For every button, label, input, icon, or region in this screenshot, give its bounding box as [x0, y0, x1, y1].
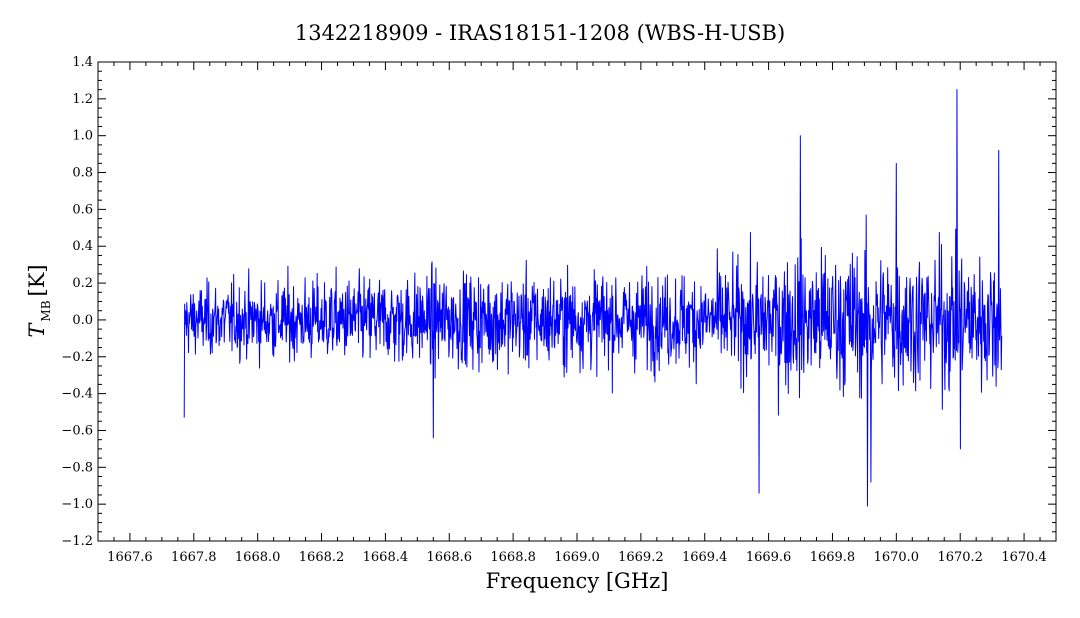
- chart-title: 1342218909 - IRAS18151-1208 (WBS-H-USB): [295, 21, 785, 45]
- y-axis-ticks: −1.2 −1.0 −0.8 −0.6 −0.4 −0.2 0.0 0.2 0.4 0.6 0.8 1…: [61, 55, 1056, 549]
- y-axis-label-sub: MB: [39, 300, 53, 321]
- x-tick-label: 1668.4: [363, 550, 409, 565]
- x-tick-label: 1670.4: [1001, 550, 1047, 565]
- x-tick-label: 1670.0: [874, 550, 920, 565]
- y-tick-label: 0.6: [72, 202, 93, 217]
- x-tick-label: 1668.0: [235, 550, 281, 565]
- x-tick-label: 1670.2: [937, 550, 983, 565]
- x-tick-label: 1669.8: [810, 550, 856, 565]
- series-group: [183, 89, 1003, 507]
- x-tick-label: 1667.8: [171, 550, 217, 565]
- x-tick-label: 1668.6: [427, 550, 473, 565]
- x-axis-ticks: 1667.6 1667.8 1668.0 1668.2 1668.4 1668.6 1668…: [107, 62, 1057, 565]
- x-tick-label: 1668.2: [299, 550, 345, 565]
- y-tick-label: −0.4: [61, 387, 93, 402]
- y-tick-label: 1.0: [72, 129, 93, 144]
- y-tick-label: −1.2: [61, 534, 93, 549]
- y-tick-label: 0.2: [72, 276, 93, 291]
- y-tick-label: −0.6: [61, 423, 93, 438]
- x-tick-label: 1669.4: [682, 550, 728, 565]
- y-tick-label: 0.0: [72, 313, 93, 328]
- y-tick-label: −1.0: [61, 497, 93, 512]
- y-tick-label: 1.4: [72, 55, 93, 70]
- spectrum-line: [183, 89, 1003, 507]
- y-tick-label: 0.4: [72, 239, 93, 254]
- y-tick-label: 0.8: [72, 166, 93, 181]
- x-tick-label: 1667.6: [107, 550, 153, 565]
- y-axis-label: TMB [K]: [25, 264, 53, 337]
- x-tick-label: 1668.8: [490, 550, 536, 565]
- x-tick-label: 1669.6: [746, 550, 792, 565]
- y-axis-label-unit: [K]: [25, 264, 49, 296]
- y-tick-label: 1.2: [72, 92, 93, 107]
- y-axis-label-main: T: [25, 322, 49, 338]
- x-tick-label: 1669.2: [618, 550, 664, 565]
- x-tick-label: 1669.0: [554, 550, 600, 565]
- x-axis-label: Frequency [GHz]: [486, 569, 669, 593]
- y-tick-label: −0.8: [61, 460, 93, 475]
- y-tick-label: −0.2: [61, 350, 93, 365]
